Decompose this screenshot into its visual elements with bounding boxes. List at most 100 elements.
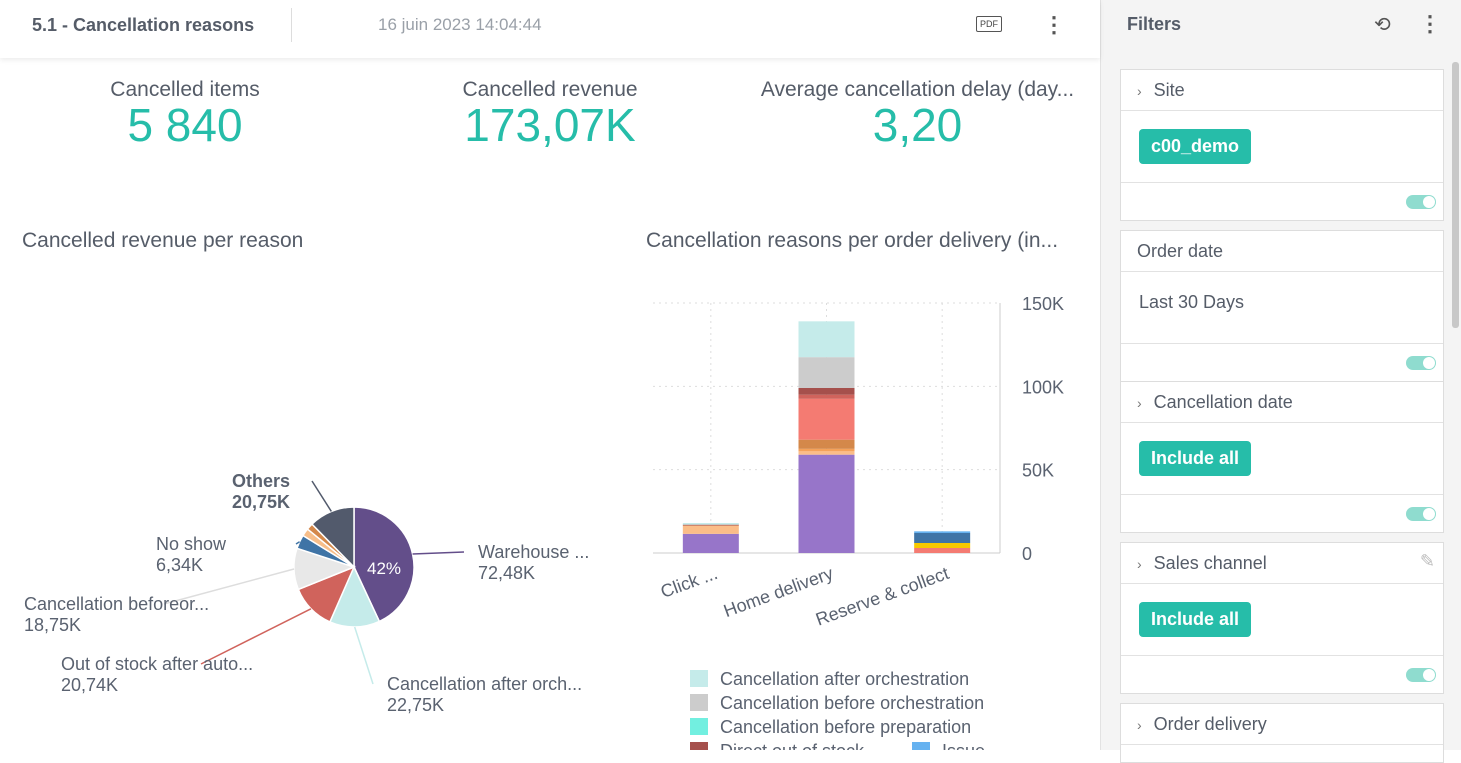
chevron-right-icon: › [1137,556,1142,572]
filters-panel: Filters ⟲ ⋮ › Site c00_demo Order date La… [1100,0,1461,763]
pie-leader-line [295,541,300,545]
pie-label: Warehouse ... [478,542,589,562]
bar-segment [682,533,739,553]
pie-label: Out of stock after auto... [61,654,253,674]
filter-order-date: Order date Last 30 Days [1120,230,1444,382]
bar-segment [798,398,855,440]
legend-swatch [690,742,708,750]
chevron-right-icon: › [1137,717,1142,733]
legend-swatch [690,670,708,687]
scrollbar[interactable] [1452,62,1459,328]
bar-segment [798,394,855,399]
dashboard-header: 5.1 - Cancellation reasons 16 juin 2023 … [0,0,1100,58]
filter-header[interactable]: › Cancellation date [1121,382,1443,423]
bar-segment [914,531,971,533]
kpi-label: Cancelled revenue [462,78,638,101]
filter-label: Site [1153,80,1185,100]
filter-label: Sales channel [1153,553,1267,573]
filter-toggle[interactable] [1406,195,1436,209]
filters-title: Filters [1127,14,1182,34]
filter-sales-channel: › Sales channel ✎ Include all [1120,542,1444,694]
legend-swatch [912,742,930,750]
legend-swatch [690,718,708,735]
pie-value: 18,75K [24,615,81,635]
pie-value: 6,34K [156,555,203,575]
bar-segment [914,543,971,548]
page-title: 5.1 - Cancellation reasons [32,15,255,35]
pie-chart-title: Cancelled revenue per reason [22,229,304,252]
legend-label: Direct out of stock [720,741,865,750]
filter-site: › Site c00_demo [1120,69,1444,221]
pie-slice [353,506,415,623]
pie-label: No show [156,534,227,554]
pie-value: 72,48K [478,563,535,583]
kpi-value: 3,20 [872,99,963,151]
bar-segment [682,525,739,534]
filter-toggle[interactable] [1406,507,1436,521]
chevron-right-icon: › [1137,395,1142,411]
pie-value: 20,74K [61,675,118,695]
kpi-label: Average cancellation delay (day... [760,78,1075,101]
legend-swatch [690,694,708,711]
filter-cancellation-date: › Cancellation date Include all [1120,381,1444,533]
pie-leader-line [412,551,465,555]
pie-value: 22,75K [387,695,444,715]
divider [291,8,292,42]
x-tick-label: Click ... [658,563,720,602]
filter-label: Order delivery [1153,714,1267,734]
pie-label: Cancellation beforeor... [24,594,209,614]
filters-more-icon[interactable]: ⋮ [1419,11,1441,36]
filter-order-delivery: › Order delivery [1120,703,1444,763]
chevron-right-icon: › [1137,83,1142,99]
pie-leader-line [163,568,295,605]
bar-chart-title: Cancellation reasons per order delivery … [646,229,1059,252]
pie-center-label: 42% [367,559,401,578]
edit-pencil-icon[interactable]: ✎ [1419,551,1435,571]
filter-chip[interactable]: Include all [1139,441,1252,476]
reset-icon[interactable]: ⟲ [1374,14,1391,36]
filter-toggle[interactable] [1406,356,1436,370]
bar-segment [682,523,739,525]
filter-chip[interactable]: c00_demo [1139,129,1252,164]
bar-segment [798,388,855,395]
bar-segment [798,454,855,553]
bar-segment [682,524,739,526]
filter-header[interactable]: › Sales channel ✎ [1121,543,1443,584]
y-tick-label: 100K [1022,377,1064,397]
legend-label: Cancellation before preparation [720,717,971,737]
bar-segment [798,321,855,358]
bar-segment [798,357,855,388]
pie-leader-line [311,480,332,512]
pie-label: Cancellation after orch... [387,674,582,694]
kpi-value: 173,07K [464,99,636,151]
pie-leader-line [200,608,312,665]
pie-chart: Warehouse ...72,48K Cancellation after or… [24,471,589,715]
legend-label: Cancellation after orchestration [720,669,969,689]
pdf-export-button[interactable]: PDF [976,16,1002,32]
filter-toggle[interactable] [1406,668,1436,682]
kpi-label: Cancelled items [110,78,260,101]
pie-value: 20,75K [232,492,290,512]
filter-header[interactable]: › Site [1121,70,1443,111]
bar-segment [798,451,855,455]
legend-label: Cancellation before orchestration [720,693,984,713]
filter-value[interactable]: Last 30 Days [1121,272,1443,344]
filter-header[interactable]: Order date [1121,231,1443,272]
y-tick-label: 150K [1022,294,1064,314]
kpi-value: 5 840 [127,99,243,151]
bar-segment [914,548,971,553]
y-tick-label: 50K [1022,461,1054,481]
filter-chip[interactable]: Include all [1139,602,1252,637]
more-options-icon[interactable]: ⋮ [1043,12,1065,37]
pie-label: Others [232,471,290,491]
y-tick-label: 0 [1022,544,1032,564]
legend-label: Issue [942,741,985,750]
bar-segment [914,533,971,543]
filter-label: Order date [1137,241,1224,261]
timestamp: 16 juin 2023 14:04:44 [378,15,542,34]
filter-header[interactable]: › Order delivery [1121,704,1443,745]
kpi-cancelled-revenue: Cancelled revenue 173,07K [420,78,680,148]
kpi-cancelled-items: Cancelled items 5 840 [60,78,310,148]
bar-segment [798,448,855,452]
